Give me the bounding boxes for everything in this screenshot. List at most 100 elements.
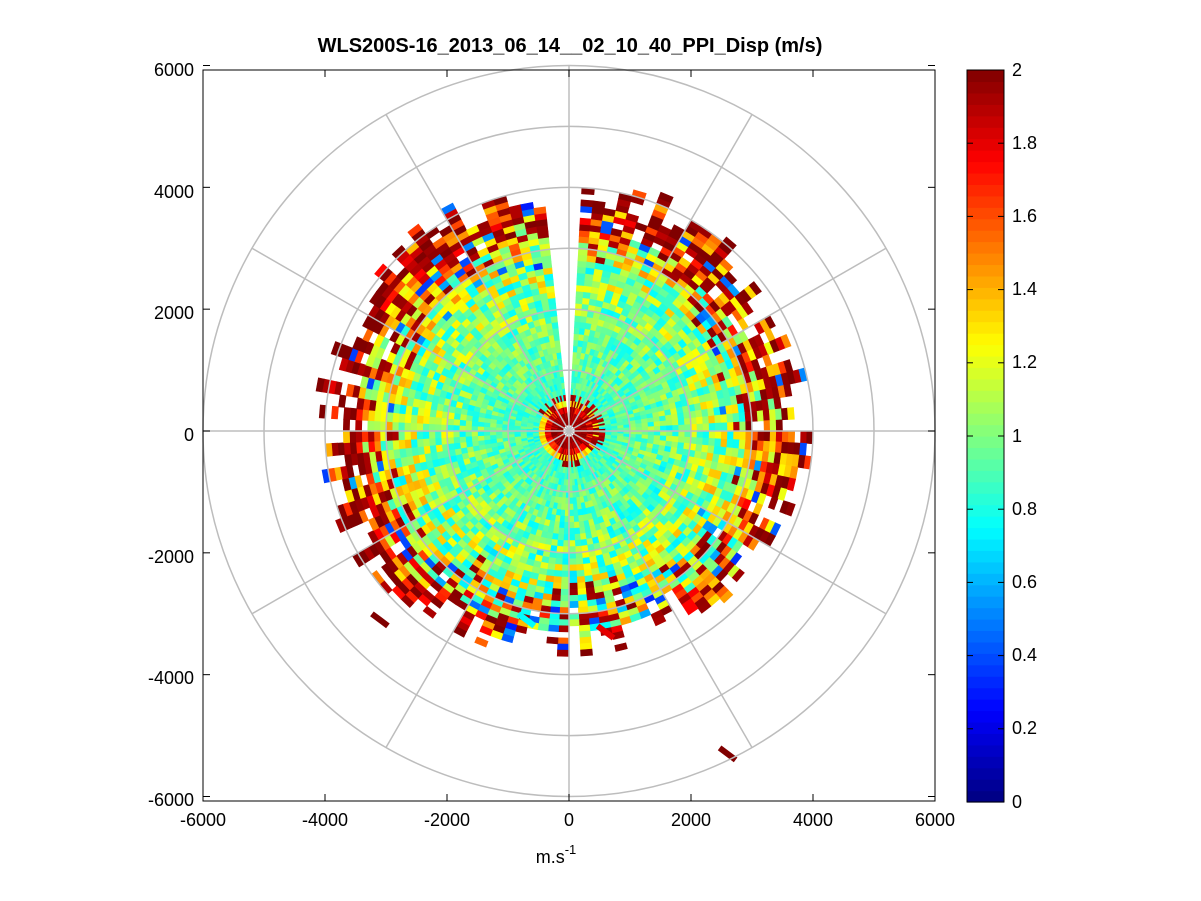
data-cell: [555, 345, 562, 354]
data-cell: [580, 648, 593, 657]
data-cell: [762, 440, 771, 453]
colorbar-segment: [967, 92, 1004, 105]
data-cell: [800, 430, 808, 444]
colorbar-ticks: [967, 69, 1004, 803]
data-cell: [647, 421, 655, 428]
data-cell: [381, 563, 395, 578]
data-cell: [665, 414, 673, 422]
x-tick-label: -6000: [180, 810, 226, 830]
colorbar-tick-label: 0.2: [1012, 718, 1037, 738]
data-cell: [702, 437, 710, 446]
polar-spoke: [568, 114, 753, 432]
data-cell: [769, 430, 777, 443]
data-cell: [465, 419, 473, 427]
data-cell: [611, 630, 625, 640]
data-cell: [563, 521, 570, 529]
data-cell: [665, 435, 673, 443]
data-cell: [477, 435, 485, 441]
colorbar-segment: [967, 390, 1004, 403]
data-cell: [641, 422, 649, 428]
data-cell: [557, 643, 570, 651]
data-cell: [446, 424, 454, 432]
data-cell: [342, 418, 351, 432]
colorbar-segment: [967, 184, 1004, 197]
data-cell: [428, 416, 436, 425]
colorbar-tick-label: 1.2: [1012, 352, 1037, 372]
data-cell: [576, 266, 587, 274]
colorbar-segment: [967, 413, 1004, 426]
colorbar-segment: [967, 790, 1004, 803]
colorbar-segment: [967, 424, 1004, 437]
data-cell: [572, 503, 578, 511]
polar-grid: [202, 64, 936, 798]
data-cell: [373, 430, 381, 442]
data-cell: [733, 421, 741, 432]
polar-spoke: [251, 247, 570, 432]
data-cell: [576, 272, 586, 280]
data-cell: [550, 315, 558, 324]
data-cell: [568, 576, 578, 584]
colorbar-segment: [967, 401, 1004, 414]
data-cell: [560, 582, 570, 590]
data-cell: [338, 394, 347, 408]
colorbar-segment: [967, 161, 1004, 174]
colorbar-tick-label: 1.4: [1012, 279, 1037, 299]
data-cell: [568, 564, 577, 572]
data-cell: [367, 430, 375, 442]
data-cell: [660, 425, 667, 432]
data-cell: [592, 200, 606, 209]
data-cell: [580, 199, 594, 208]
data-cell: [568, 600, 579, 609]
data-cell: [459, 441, 467, 449]
colorbar-segment: [967, 378, 1004, 391]
colorbar-segment: [967, 70, 1004, 83]
data-cell: [345, 383, 355, 398]
data-cell: [416, 438, 424, 448]
colorbar-tick-label: 1.6: [1012, 206, 1037, 226]
chart-title: WLS200S-16_2013_06_14__02_10_40_PPI_Disp…: [318, 35, 823, 57]
data-cell: [573, 515, 579, 523]
data-cell: [560, 588, 570, 596]
colorbar-segment: [967, 504, 1004, 517]
data-cell: [558, 625, 570, 633]
data-cell: [579, 223, 592, 232]
colorbar-segment: [967, 298, 1004, 311]
data-cell: [720, 430, 728, 440]
data-cell: [575, 569, 585, 578]
colorbar-segment: [967, 436, 1004, 449]
x-tick-label: 2000: [671, 810, 711, 830]
colorbar-segment: [967, 367, 1004, 380]
data-cell: [533, 206, 547, 215]
data-cell: [666, 430, 674, 437]
data-cell: [356, 397, 365, 410]
data-cell: [403, 422, 411, 432]
data-cell: [568, 619, 580, 627]
isolated-cell: [370, 611, 390, 629]
data-cell: [483, 434, 491, 441]
colorbar-segment: [967, 104, 1004, 117]
colorbar-segment: [967, 527, 1004, 540]
colorbar-segment: [967, 481, 1004, 494]
data-cell: [719, 258, 734, 273]
colorbar-segment: [967, 653, 1004, 666]
data-cell: [579, 217, 592, 226]
data-cell: [577, 594, 588, 602]
x-tick-label: 6000: [915, 810, 955, 830]
colorbar-segment: [967, 241, 1004, 254]
data-cell: [464, 425, 472, 432]
colorbar-segment: [967, 630, 1004, 643]
data-cell: [672, 430, 680, 438]
isolated-cell: [595, 623, 616, 641]
data-cell: [373, 420, 381, 432]
data-cell: [575, 557, 584, 566]
data-cell: [575, 290, 585, 299]
data-cell: [355, 430, 363, 443]
colorbar-segment: [967, 207, 1004, 220]
data-cell: [575, 296, 584, 305]
data-cell: [745, 430, 753, 441]
colorbar-segment: [967, 733, 1004, 746]
data-cell: [659, 415, 667, 422]
colorbar-segment: [967, 550, 1004, 563]
colorbar-segment: [967, 458, 1004, 471]
